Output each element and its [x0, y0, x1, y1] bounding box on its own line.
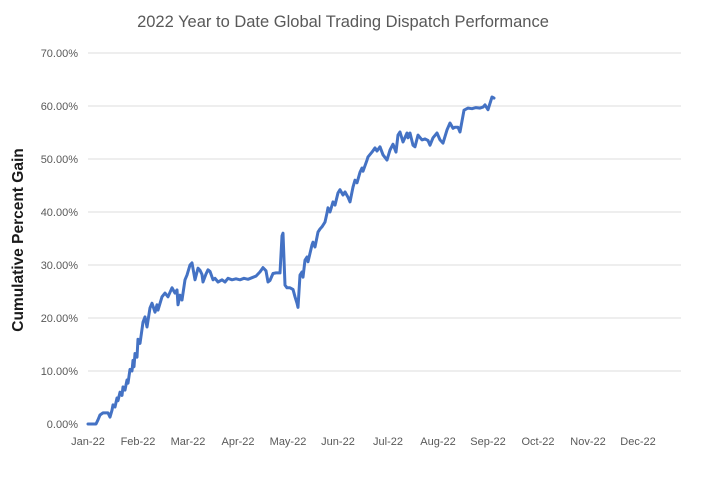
- x-tick-label: Sep-22: [470, 436, 505, 448]
- series-line-cumulative-percent-gain: [86, 95, 496, 426]
- y-tick-label: 30.00%: [41, 260, 79, 272]
- y-tick-label: 50.00%: [41, 154, 79, 166]
- x-tick-label: Apr-22: [221, 436, 254, 448]
- x-tick-label: May-22: [270, 436, 307, 448]
- y-tick-label: 70.00%: [41, 48, 79, 60]
- y-tick-label: 10.00%: [41, 366, 79, 378]
- x-tick-label: Nov-22: [570, 436, 605, 448]
- x-tick-label: Mar-22: [171, 436, 206, 448]
- x-tick-label: Aug-22: [420, 436, 455, 448]
- x-tick-label: Jan-22: [71, 436, 105, 448]
- y-tick-label: 0.00%: [47, 419, 78, 431]
- x-tick-label: Jul-22: [373, 436, 403, 448]
- y-tick-label: 20.00%: [41, 313, 79, 325]
- y-tick-label: 40.00%: [41, 207, 79, 219]
- x-tick-label: Feb-22: [121, 436, 156, 448]
- x-tick-label: Dec-22: [620, 436, 655, 448]
- x-tick-label: Jun-22: [321, 436, 355, 448]
- x-tick-label: Oct-22: [521, 436, 554, 448]
- chart-title: 2022 Year to Date Global Trading Dispatc…: [137, 13, 549, 31]
- y-tick-label: 60.00%: [41, 101, 79, 113]
